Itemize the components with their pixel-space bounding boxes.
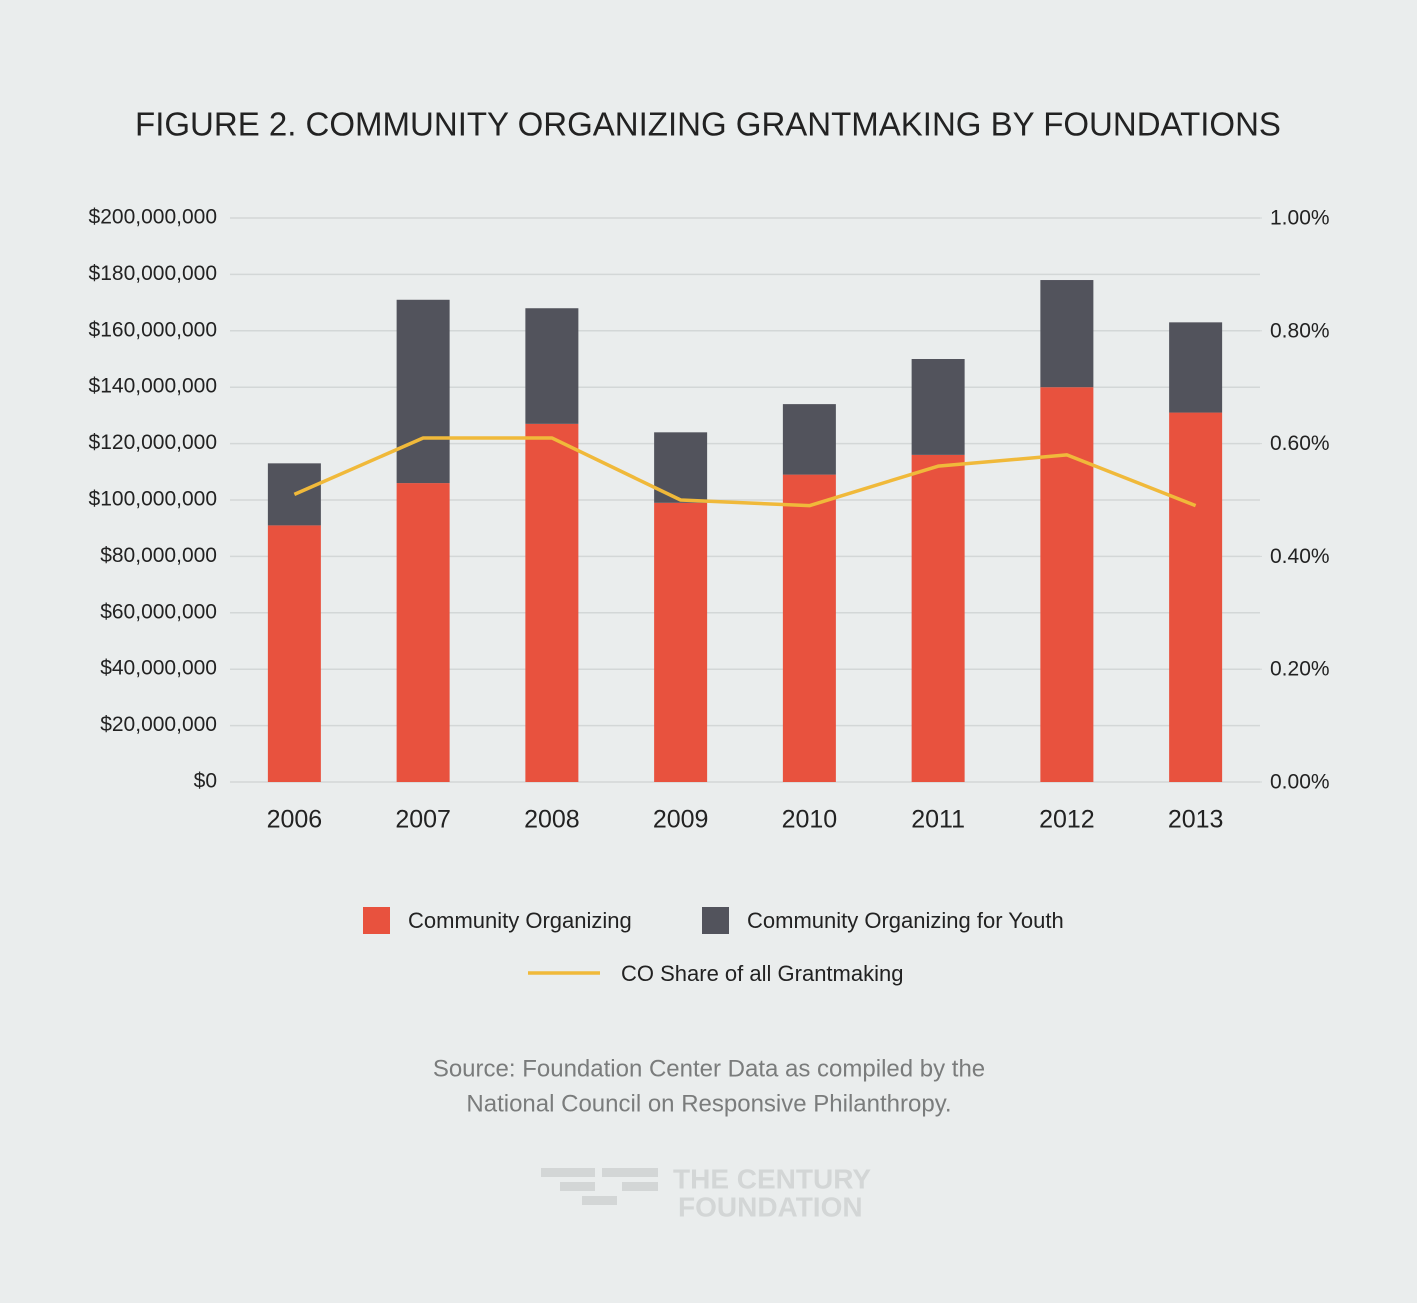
logo-text: FOUNDATION [678,1191,863,1222]
bar [1040,387,1094,782]
bar [525,308,579,424]
bar [396,483,450,782]
x-tick-label: 2007 [395,806,451,834]
x-tick-label: 2006 [267,806,323,834]
bar [911,454,965,782]
x-tick-label: 2009 [653,806,709,834]
x-tick-label: 2008 [524,806,580,834]
chart-title: FIGURE 2. COMMUNITY ORGANIZING GRANTMAKI… [135,106,1281,143]
y-tick-label: $140,000,000 [89,375,217,398]
y-tick-label: $40,000,000 [100,657,217,680]
y-tick-label: $60,000,000 [100,600,217,623]
bar [267,525,321,782]
bar [782,404,836,475]
y-tick-label: $20,000,000 [100,713,217,736]
legend-label: Community Organizing for Youth [747,908,1064,933]
x-tick-label: 2010 [782,806,838,834]
legend-label: CO Share of all Grantmaking [621,961,903,986]
bar [654,502,708,782]
bar [396,299,450,484]
line [293,436,1197,508]
bar [1169,322,1223,413]
y-tick-label: $80,000,000 [100,544,217,567]
y-tick-label: $200,000,000 [89,206,217,229]
logo-text: THE CENTURY [673,1163,871,1194]
source-note: National Council on Responsive Philanthr… [466,1090,951,1117]
y-tick-label: $180,000,000 [89,262,217,285]
bar [1040,280,1094,388]
logo-mark [541,1168,658,1205]
bar [525,423,579,782]
bar [911,359,965,455]
y2-tick-label: 0.20% [1270,658,1330,681]
legend-swatch [702,907,729,934]
x-tick-label: 2011 [911,806,965,834]
bar [782,474,836,782]
legend-label: Community Organizing [408,908,632,933]
y2-tick-label: 0.60% [1270,432,1330,455]
bar [1169,412,1223,782]
x-tick-label: 2013 [1168,806,1224,834]
y-tick-label: $100,000,000 [89,488,217,511]
x-tick-label: 2012 [1039,806,1095,834]
y-tick-label: $120,000,000 [89,431,217,454]
source-note: Source: Foundation Center Data as compil… [433,1055,985,1082]
y-tick-label: $160,000,000 [89,318,217,341]
y-tick-label: $0 [194,770,217,793]
y2-tick-label: 0.40% [1270,545,1330,568]
y2-tick-label: 0.00% [1270,771,1330,794]
y2-tick-label: 1.00% [1270,207,1330,230]
legend-swatch [363,907,390,934]
y2-tick-label: 0.80% [1270,319,1330,342]
